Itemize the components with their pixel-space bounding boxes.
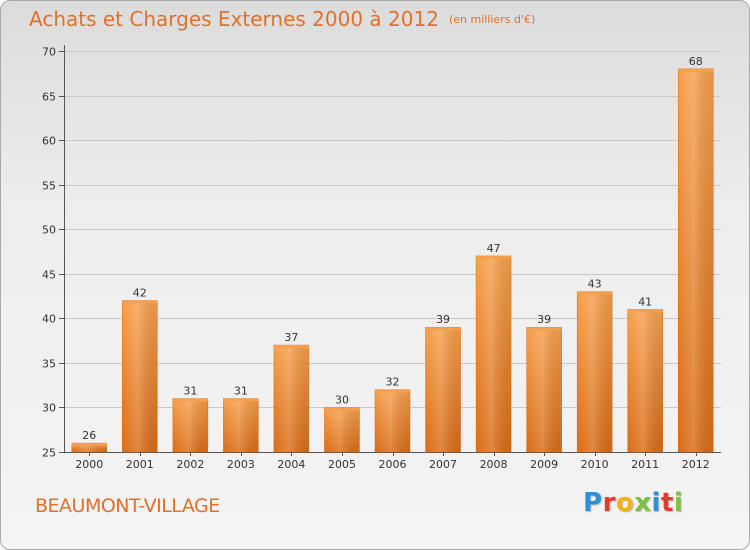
bar-shine — [678, 68, 714, 453]
x-tick-label: 2001 — [126, 458, 154, 471]
bar-shine — [71, 443, 107, 452]
x-tick-label: 2012 — [682, 458, 710, 471]
labels: 25 30 35 40 45 50 55 60 65 70 26 2000 42 2001 31 2002 31… — [42, 46, 710, 472]
y-tick-label: 40 — [42, 313, 56, 326]
logo-letter: o — [615, 488, 635, 518]
bar-value-label: 43 — [588, 278, 602, 291]
bar-shine — [526, 327, 562, 452]
bar-top — [425, 327, 461, 331]
bar-value-label: 31 — [183, 385, 197, 398]
bar-shine — [324, 407, 360, 452]
bar-shine — [273, 345, 309, 452]
chart-title-text: Achats et Charges Externes 2000 à 2012 — [29, 7, 439, 31]
bar-value-label: 26 — [82, 429, 96, 442]
y-tick-label: 65 — [42, 91, 56, 104]
bar-value-label: 31 — [234, 385, 248, 398]
bar-top — [678, 68, 714, 72]
x-tick-label: 2009 — [530, 458, 558, 471]
bar-shine — [577, 291, 613, 452]
logo-letter: x — [634, 488, 652, 518]
logo-letter: r — [602, 488, 616, 518]
bar-top — [577, 291, 613, 295]
grid-lines — [64, 51, 721, 408]
bar-top — [375, 389, 410, 393]
logo-letter: i — [673, 488, 684, 518]
y-tick-label: 45 — [42, 269, 56, 282]
bar-top — [273, 345, 309, 349]
bar-shine — [425, 327, 461, 452]
y-tick-label: 50 — [42, 224, 56, 237]
bar-top — [526, 327, 562, 331]
bar-top — [476, 255, 512, 259]
x-tick-label: 2011 — [631, 458, 659, 471]
y-tick-label: 70 — [42, 46, 56, 59]
bar-shine — [627, 309, 663, 452]
x-tick-label: 2004 — [277, 458, 305, 471]
logo-letter: P — [583, 488, 603, 518]
bar-value-label: 32 — [386, 376, 400, 389]
logo-letter: t — [660, 488, 674, 518]
x-tick-label: 2000 — [75, 458, 103, 471]
bar-value-label: 39 — [436, 313, 450, 326]
bar-top — [627, 309, 663, 313]
x-tick-label: 2007 — [429, 458, 457, 471]
bar-value-label: 42 — [133, 287, 147, 300]
axes — [59, 45, 721, 456]
bar-shine — [122, 300, 158, 452]
chart-title: Achats et Charges Externes 2000 à 2012 (e… — [29, 7, 535, 31]
chart-unit: (en milliers d'€) — [448, 13, 536, 26]
y-tick-label: 30 — [42, 402, 56, 415]
logo-letter: i — [651, 488, 661, 518]
bar-value-label: 39 — [537, 313, 551, 326]
x-tick-label: 2006 — [379, 458, 407, 471]
bar-value-label: 37 — [284, 331, 298, 344]
x-tick-label: 2002 — [176, 458, 204, 471]
bars — [71, 68, 714, 453]
bar-top — [324, 407, 360, 411]
x-tick-label: 2010 — [581, 458, 609, 471]
bar-value-label: 47 — [487, 242, 501, 255]
town-name: BEAUMONT-VILLAGE — [35, 495, 220, 517]
bar-value-label: 41 — [638, 295, 652, 308]
x-tick-label: 2003 — [227, 458, 255, 471]
bar-value-label: 68 — [689, 55, 703, 68]
x-tick-label: 2008 — [480, 458, 508, 471]
bar-top — [223, 398, 259, 402]
y-tick-label: 60 — [42, 135, 56, 148]
y-tick-label: 55 — [42, 180, 56, 193]
bar-top — [122, 300, 158, 304]
y-tick-label: 35 — [42, 358, 56, 371]
bar-shine — [375, 389, 410, 452]
bar-shine — [476, 255, 512, 452]
bar-top — [172, 398, 208, 402]
x-tick-label: 2005 — [328, 458, 356, 471]
bar-top — [71, 443, 107, 447]
proxiti-logo: Proxiti — [583, 488, 683, 518]
bar-value-label: 30 — [335, 393, 349, 406]
bar-shine — [223, 398, 259, 452]
bar-shine — [172, 398, 208, 452]
y-tick-label: 25 — [42, 447, 56, 460]
